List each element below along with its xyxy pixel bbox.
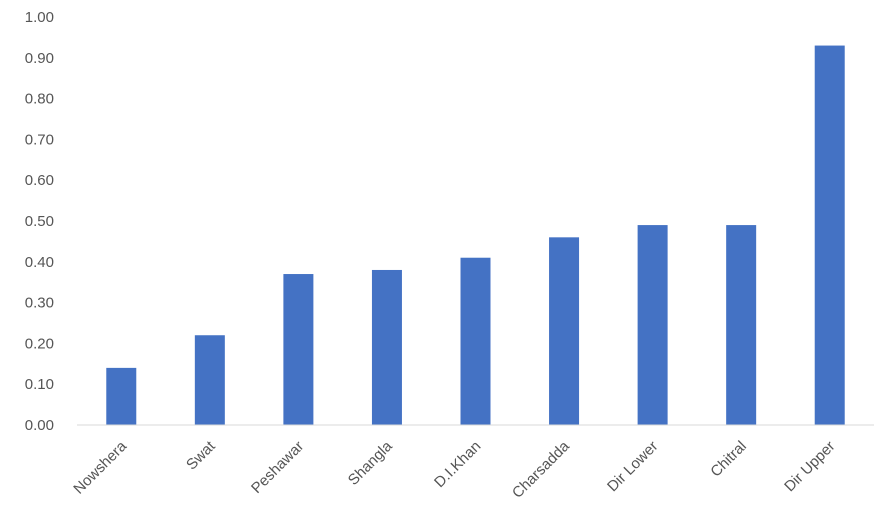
y-tick-label: 0.40 [25, 254, 54, 271]
bar-dir-lower [637, 225, 668, 425]
y-tick-label: 0.80 [25, 91, 54, 108]
y-tick-label: 0.60 [25, 172, 54, 189]
bar-charsadda [549, 237, 580, 425]
bar-dir-upper [814, 45, 845, 426]
y-tick-label: 0.10 [25, 376, 54, 393]
x-tick-label: Shangla [345, 437, 396, 488]
bar-chitral [726, 225, 757, 425]
y-axis-ticks: 0.00 0.10 0.20 0.30 0.40 0.50 0.60 0.70 0.80 0.90… [25, 9, 54, 434]
x-tick-label: Nowshera [70, 437, 130, 497]
x-tick-label: Peshawar [248, 438, 307, 497]
bar-d-i-khan [460, 257, 491, 425]
bar-shangla [371, 269, 402, 425]
x-tick-label: Swat [183, 437, 219, 473]
x-tick-label: Dir Lower [604, 438, 661, 495]
bar-peshawar [283, 274, 314, 425]
x-axis-ticks: Nowshera Swat Peshawar Shangla D.I.Khan Chars… [70, 437, 838, 501]
x-tick-label: Charsadda [509, 437, 573, 501]
bars [106, 45, 845, 426]
bar-nowshera [106, 367, 137, 425]
y-tick-label: 0.70 [25, 131, 54, 148]
x-tick-label: Dir Upper [781, 438, 838, 495]
y-tick-label: 0.90 [25, 50, 54, 67]
x-tick-label: D.I.Khan [431, 438, 484, 491]
y-tick-label: 0.50 [25, 213, 54, 230]
y-tick-label: 1.00 [25, 9, 54, 26]
y-tick-label: 0.20 [25, 335, 54, 352]
y-tick-label: 0.00 [25, 417, 54, 434]
y-tick-label: 0.30 [25, 295, 54, 312]
x-tick-label: Chitral [707, 438, 750, 481]
bar-swat [194, 335, 225, 425]
